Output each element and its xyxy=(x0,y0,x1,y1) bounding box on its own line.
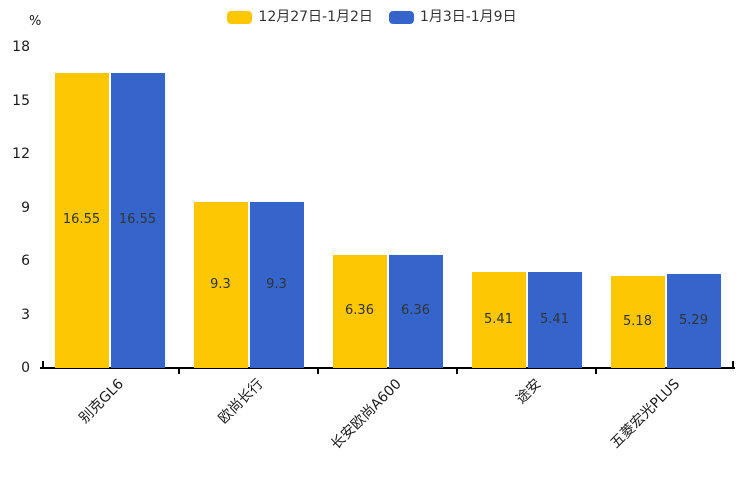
x-axis-line xyxy=(40,367,735,369)
bar-value-label: 9.3 xyxy=(266,277,287,293)
x-category-label: 欧尚长行 xyxy=(215,376,266,428)
y-axis-tick-label: 9 xyxy=(21,199,30,216)
bar-series2-长安欧尚A600 xyxy=(388,254,443,368)
legend: 12月27日-1月2日 1月3日-1月9日 xyxy=(0,8,744,26)
y-axis-tick-label: 18 xyxy=(12,39,30,55)
bar-series2-五菱宏光PLUS xyxy=(666,273,721,368)
x-category-label: 长安欧尚A600 xyxy=(328,376,405,453)
x-axis-tick xyxy=(42,361,44,367)
y-axis-tick-label: 0 xyxy=(21,360,30,376)
bar-value-label: 6.36 xyxy=(401,303,430,319)
bar-series2-欧尚长行 xyxy=(249,202,304,368)
x-axis-tick xyxy=(178,369,180,374)
bar-value-label: 6.36 xyxy=(345,303,374,319)
x-category-label: 途安 xyxy=(512,376,544,408)
x-axis-tick xyxy=(456,369,458,374)
legend-swatch-icon xyxy=(388,10,414,24)
bar-value-label: 16.55 xyxy=(62,212,101,228)
legend-item-series2: 1月3日-1月9日 xyxy=(388,8,517,26)
bar-series2-途安 xyxy=(527,271,582,368)
legend-item-series1: 12月27日-1月2日 xyxy=(227,8,373,26)
bar-series1-长安欧尚A600 xyxy=(332,254,387,368)
y-axis-tick-label: 3 xyxy=(21,306,30,323)
bar-value-label: 5.29 xyxy=(679,312,708,328)
y-axis-tick-label: 12 xyxy=(12,146,30,162)
x-axis-tick xyxy=(317,369,319,374)
bar-value-label: 5.18 xyxy=(623,313,652,329)
bar-series2-别克GL6 xyxy=(110,72,165,368)
bar-series1-欧尚长行 xyxy=(193,202,248,368)
bar-value-label: 5.41 xyxy=(540,311,569,327)
bar-series1-途安 xyxy=(471,271,526,368)
legend-swatch-icon xyxy=(227,10,253,24)
y-axis-tick-label: 15 xyxy=(12,92,30,109)
bar-value-label: 16.55 xyxy=(118,212,157,228)
x-axis-tick xyxy=(595,369,597,374)
bar-value-label: 5.41 xyxy=(484,311,513,327)
legend-label: 12月27日-1月2日 xyxy=(258,9,373,25)
legend-label: 1月3日-1月9日 xyxy=(419,9,517,25)
x-axis-tick xyxy=(732,361,734,367)
bar-value-label: 9.3 xyxy=(210,277,231,293)
x-category-label: 五菱宏光PLUS xyxy=(607,376,683,452)
y-axis-tick-label: 6 xyxy=(21,253,30,269)
bar-series1-五菱宏光PLUS xyxy=(610,275,665,368)
x-category-label: 别克GL6 xyxy=(76,376,127,427)
bar-series1-别克GL6 xyxy=(54,72,109,368)
y-axis-unit-label: % xyxy=(29,14,42,29)
